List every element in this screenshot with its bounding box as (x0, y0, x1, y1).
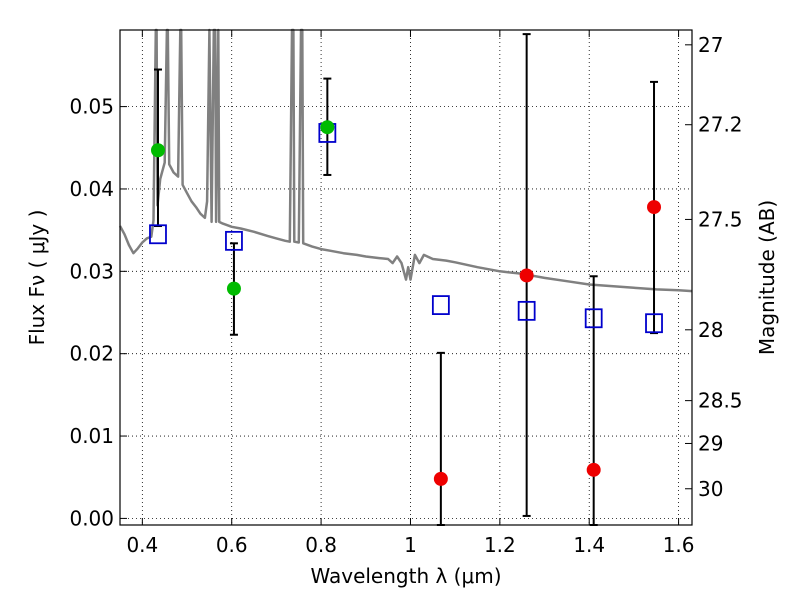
observed-point-red (586, 462, 601, 477)
x-tick-label: 1.4 (573, 533, 605, 557)
observed-point-green (226, 281, 241, 296)
y-tick-label: 0.05 (69, 95, 114, 119)
y-tick-label: 0.03 (69, 259, 114, 283)
observed-point-red (647, 200, 662, 215)
observed-point-red (433, 471, 448, 486)
observed-points (150, 120, 662, 486)
right-tick-label: 27.2 (698, 113, 743, 137)
model-photometry-square (431, 295, 450, 315)
observed-point-green (150, 143, 165, 158)
model-spectrum (118, 28, 693, 293)
x-tick-label: 0.8 (305, 533, 337, 557)
plot-frame (119, 29, 693, 526)
x-tick-label: 1.6 (663, 533, 695, 557)
observed-point-green (320, 120, 335, 135)
model-spectrum-line (118, 28, 693, 293)
axis-ticks: 0.4 0.6 0.8 1 1.2 1.4 1.6 0.00 0.01 0.02 0.03 0.04 0… (69, 30, 743, 557)
right-tick-label: 28.5 (698, 389, 743, 413)
y-tick-label: 0.02 (69, 342, 114, 366)
x-axis-label: Wavelength λ (μm) (310, 564, 501, 588)
model-photometry-markers (149, 123, 663, 334)
right-axis-label: Magnitude (AB) (755, 200, 779, 355)
x-tick-label: 0.4 (126, 533, 158, 557)
model-photometry-square (584, 308, 603, 329)
x-tick-label: 1 (404, 533, 417, 557)
y-axis-label: Flux Fν ( μJy ) (25, 210, 49, 346)
x-tick-label: 0.6 (216, 533, 248, 557)
y-tick-label: 0.00 (69, 506, 114, 530)
right-tick-label: 30 (698, 477, 723, 501)
right-tick-label: 27 (698, 33, 723, 57)
model-photometry-square (149, 224, 167, 245)
right-tick-label: 29 (698, 431, 723, 455)
model-photometry-square (645, 313, 663, 334)
right-tick-label: 27.5 (698, 207, 743, 231)
y-tick-label: 0.01 (69, 424, 114, 448)
y-tick-label: 0.04 (69, 177, 114, 201)
right-tick-label: 28 (698, 318, 723, 342)
grid-lines (120, 30, 692, 525)
model-photometry-square (225, 230, 243, 251)
observed-point-red (519, 268, 534, 283)
x-tick-label: 1.2 (484, 533, 516, 557)
model-photometry-square (517, 300, 536, 321)
